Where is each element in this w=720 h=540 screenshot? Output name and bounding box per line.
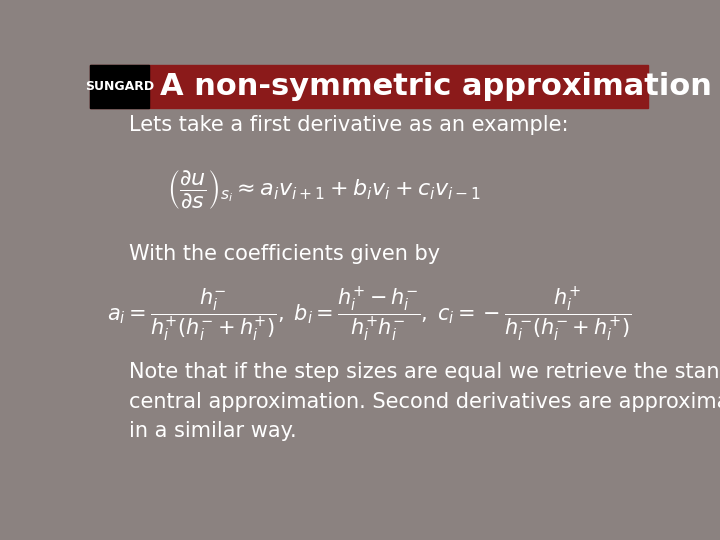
Text: Lets take a first derivative as an example:: Lets take a first derivative as an examp… — [129, 115, 569, 135]
Text: SUNGARD: SUNGARD — [85, 80, 154, 93]
Text: Note that if the step sizes are equal we retrieve the standard
central approxima: Note that if the step sizes are equal we… — [129, 362, 720, 441]
Bar — [90, 65, 648, 109]
Text: With the coefficients given by: With the coefficients given by — [129, 244, 440, 264]
Bar — [90, 65, 148, 109]
Text: A non-symmetric approximation: A non-symmetric approximation — [160, 72, 711, 101]
Text: $a_i = \dfrac{h_i^{-}}{h_i^{+}(h_i^{-} + h_i^{+})},\;b_i = \dfrac{h_i^{+} - h_i^: $a_i = \dfrac{h_i^{-}}{h_i^{+}(h_i^{-} +… — [107, 285, 631, 344]
Text: $\left(\dfrac{\partial u}{\partial s}\right)_{s_i} \approx a_i v_{i+1} + b_i v_i: $\left(\dfrac{\partial u}{\partial s}\ri… — [167, 168, 482, 211]
Bar — [90, 109, 648, 481]
